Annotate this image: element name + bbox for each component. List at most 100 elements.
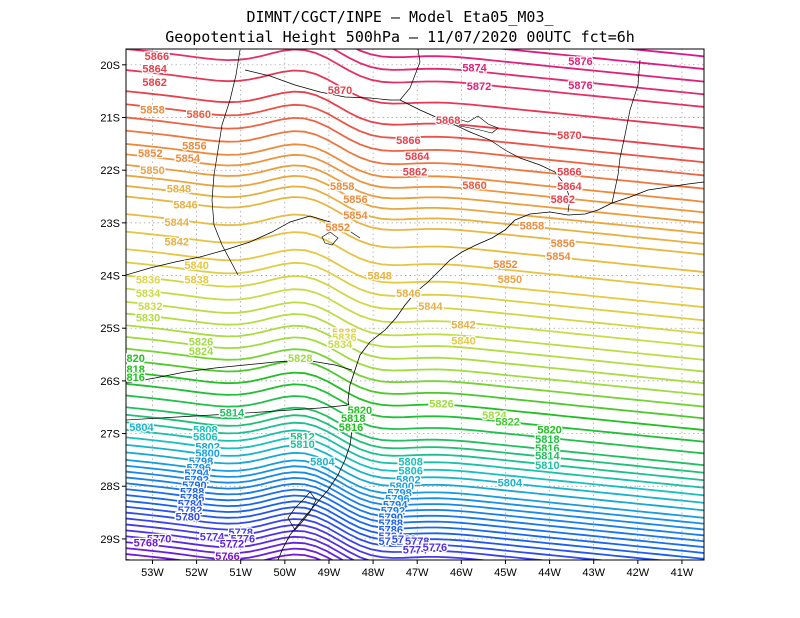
contour-line xyxy=(126,523,491,560)
contour-label: 5804 xyxy=(129,422,154,434)
y-tick-label: 25S xyxy=(100,323,120,335)
contour-line xyxy=(126,547,334,560)
x-tick-label: 41W xyxy=(671,567,694,579)
contour-label: 5850 xyxy=(140,165,164,177)
contour-label: 5858 xyxy=(140,105,164,117)
x-tick-label: 43W xyxy=(582,567,605,579)
contour-label: 5848 xyxy=(167,184,191,196)
contour-label: 5842 xyxy=(164,236,188,248)
contour-label: 5856 xyxy=(343,194,367,206)
contour-label: 5804 xyxy=(498,478,523,490)
contour-line xyxy=(126,287,704,348)
contour-label: 5768 xyxy=(134,538,158,550)
contour-line xyxy=(126,248,704,309)
contour-label: 5858 xyxy=(330,181,354,193)
contour-label: 5780 xyxy=(392,534,416,546)
contour-line xyxy=(126,517,549,560)
contour-label: 5770 xyxy=(147,533,171,545)
contour-label: 5840 xyxy=(184,260,208,272)
y-tick-label: 27S xyxy=(100,429,120,441)
y-tick-label: 23S xyxy=(100,218,120,230)
contour-line xyxy=(496,49,704,70)
contour-line xyxy=(126,553,323,560)
contour-label: 5866 xyxy=(396,135,420,147)
x-tick-label: 51W xyxy=(229,567,252,579)
contour-label: 5818 xyxy=(535,434,559,446)
contour-label: 5800 xyxy=(390,481,414,493)
contour-line xyxy=(126,69,704,129)
contour-label: 5846 xyxy=(396,288,420,300)
contour-label: 5826 xyxy=(189,336,213,348)
contour-label: 5812 xyxy=(290,432,314,444)
contour-label: 5860 xyxy=(187,109,211,121)
contour-label: 5840 xyxy=(451,335,475,347)
contour-label: 5854 xyxy=(176,153,201,165)
contour-label: 5802 xyxy=(396,474,420,486)
x-tick-label: 47W xyxy=(406,567,429,579)
contour-label: 5776 xyxy=(423,542,447,554)
contour-line xyxy=(126,300,704,361)
contour-line xyxy=(126,464,704,525)
contour-line xyxy=(126,336,704,396)
contour-label: 5806 xyxy=(398,465,422,477)
x-tick-label: 49W xyxy=(318,567,341,579)
contour-line xyxy=(126,499,704,560)
contour-line xyxy=(354,49,704,83)
contour-line xyxy=(126,312,704,373)
chart-title-line-1: DIMNT/CGCT/INPE – Model Eta05_M03_ xyxy=(246,8,554,26)
river-parana xyxy=(321,231,339,246)
contour-line xyxy=(126,494,704,554)
contour-line xyxy=(126,443,704,504)
contour-label: 5796 xyxy=(385,493,409,505)
contour-label: 5856 xyxy=(551,238,575,250)
x-tick-label: 46W xyxy=(450,567,473,579)
contour-line xyxy=(126,359,704,420)
x-axis: 53W 52W 51W 50W 49W 48W 47W 46W 45W 44W 43W 42W 41W xyxy=(141,560,694,579)
state-border-east xyxy=(399,99,571,213)
contour-line xyxy=(126,529,371,560)
contour-line xyxy=(126,49,704,108)
contour-label: 5864 xyxy=(142,63,167,75)
contour-label: 5782 xyxy=(178,505,202,517)
coastline-map xyxy=(126,49,704,560)
contour-label: 5852 xyxy=(326,222,350,234)
contour-label: 5864 xyxy=(557,181,582,193)
contour-line xyxy=(126,213,704,273)
contour-label: 5772 xyxy=(220,539,244,551)
contour-label: 5784 xyxy=(178,499,203,511)
contour-label: 5798 xyxy=(387,488,411,500)
contour-label: 5844 xyxy=(418,301,443,313)
contour-label: 5836 xyxy=(332,332,356,344)
contour-label: 5824 xyxy=(189,346,214,358)
contour-label: 5794 xyxy=(383,500,408,512)
contour-label: 5876 xyxy=(568,56,592,68)
contour-line xyxy=(126,163,704,224)
contour-line xyxy=(126,406,704,467)
contour-label: 5838 xyxy=(184,275,208,287)
contour-label: 5854 xyxy=(546,251,571,263)
contour-label: 5808 xyxy=(193,424,217,436)
contour-label: 5866 xyxy=(557,167,581,179)
contour-label: 5774 xyxy=(200,531,225,543)
contour-line xyxy=(126,153,704,214)
contour-label: 5786 xyxy=(180,492,204,504)
contour-label: 5856 xyxy=(182,140,206,152)
contour-label: 5824 xyxy=(482,410,507,422)
y-tick-label: 24S xyxy=(100,271,120,283)
contour-label: 5862 xyxy=(403,167,427,179)
y-tick-label: 26S xyxy=(100,376,120,388)
x-tick-label: 44W xyxy=(538,567,561,579)
contour-line xyxy=(126,394,704,455)
contour-line xyxy=(126,421,704,482)
contour-label: 5816 xyxy=(535,443,559,455)
y-tick-label: 29S xyxy=(100,534,120,546)
contour-label: 5822 xyxy=(495,416,519,428)
contour-line xyxy=(126,476,704,537)
contour-label: 5874 xyxy=(462,62,487,74)
contour-label: 5820 xyxy=(120,353,144,365)
contour-line xyxy=(126,451,704,512)
contour-label: 5876 xyxy=(568,80,592,92)
contour-label: 5850 xyxy=(498,274,522,286)
contour-label: 5774 xyxy=(403,544,428,556)
contour-line xyxy=(126,195,704,256)
